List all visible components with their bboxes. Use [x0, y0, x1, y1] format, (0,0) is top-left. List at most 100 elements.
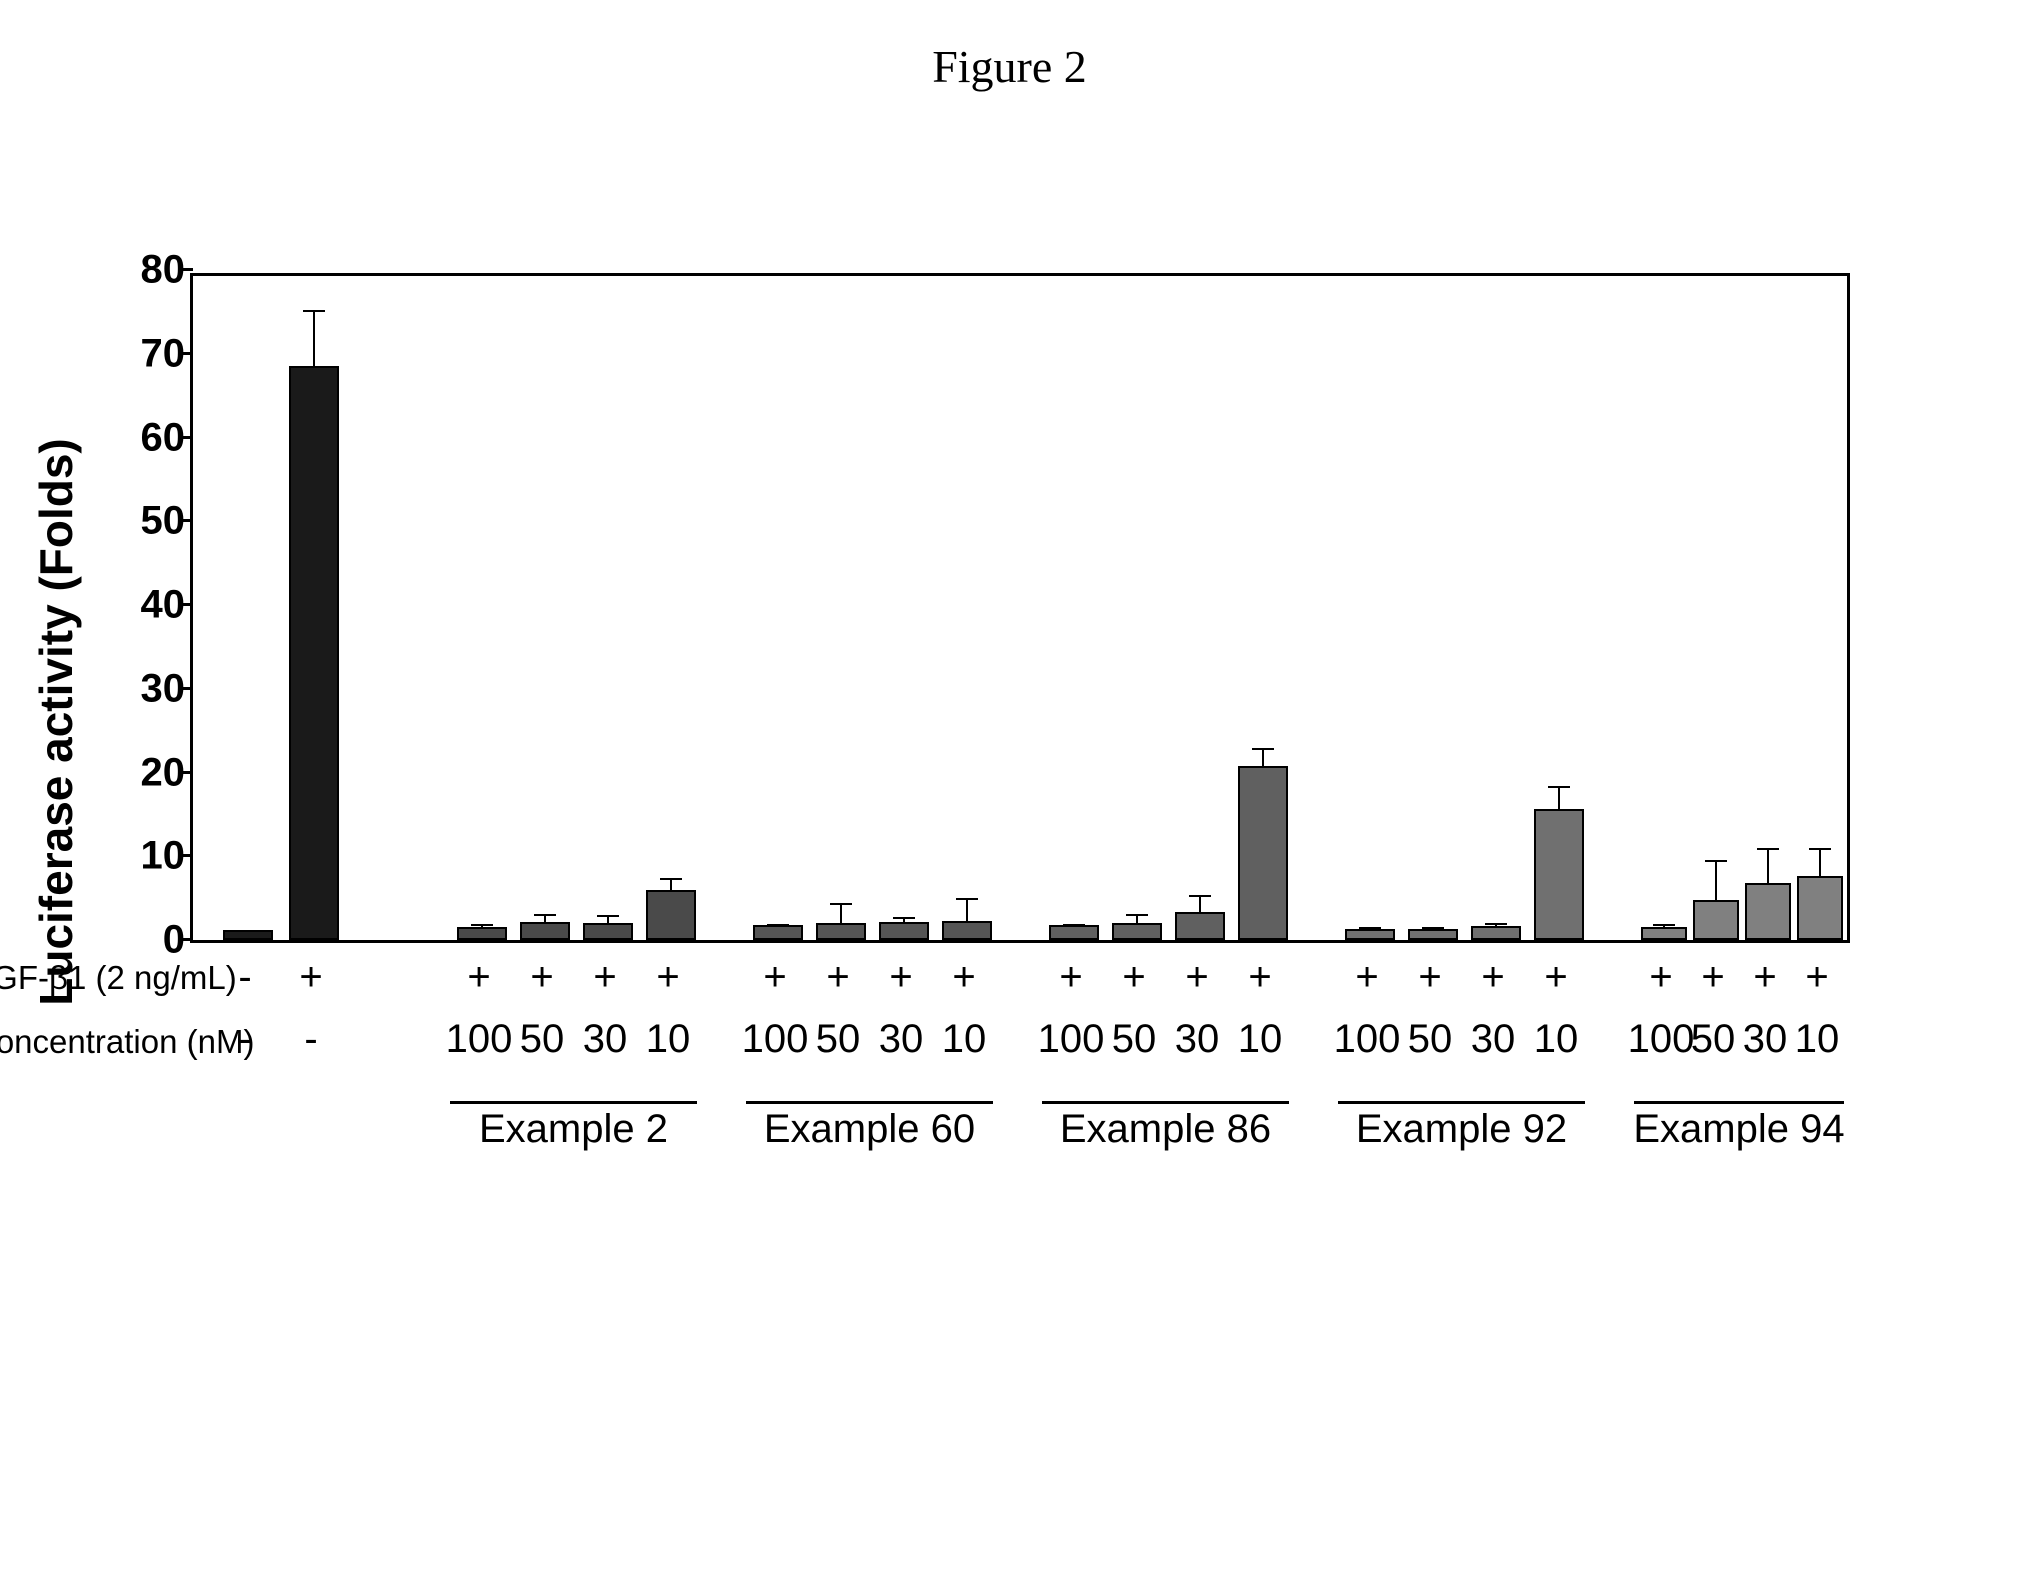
y-tick-label: 40 [113, 583, 185, 628]
tgf-cell: + [1637, 955, 1685, 1000]
tgf-cell: + [1532, 955, 1580, 1000]
y-axis-label: Luciferase activity (Folds) [29, 438, 83, 1006]
conc-cell: 50 [1100, 1017, 1168, 1062]
tgf-cell: + [1343, 955, 1391, 1000]
error-cap [534, 914, 556, 916]
conc-cell: 10 [1783, 1017, 1851, 1062]
plot-area: 01020304050607080 [190, 273, 1850, 943]
tgf-cell: + [1047, 955, 1095, 1000]
conc-cell: 100 [1037, 1017, 1105, 1062]
error-bar [1073, 924, 1075, 927]
bar [457, 927, 507, 940]
error-cap [303, 310, 325, 312]
bar [879, 922, 929, 940]
tgf-cell: + [940, 955, 988, 1000]
conc-cell: 100 [1333, 1017, 1401, 1062]
conc-cell: 10 [1226, 1017, 1294, 1062]
y-tick-mark [179, 603, 193, 606]
conc-cell: - [277, 1017, 345, 1062]
error-bar [1262, 748, 1264, 768]
tgf-cell: + [644, 955, 692, 1000]
conc-cell: 30 [1459, 1017, 1527, 1062]
bar [223, 930, 273, 940]
y-tick-mark [179, 687, 193, 690]
y-tick-label: 80 [113, 248, 185, 293]
conc-cell: - [211, 1017, 279, 1062]
example-label: Example 60 [740, 1107, 999, 1152]
error-bar [1663, 924, 1665, 928]
bar [646, 890, 696, 940]
bar [1797, 876, 1843, 940]
example-underline [450, 1101, 697, 1104]
error-cap [1422, 927, 1444, 929]
y-tick-mark [179, 771, 193, 774]
bar [753, 925, 803, 940]
error-cap [1705, 860, 1727, 862]
y-tick-mark [179, 268, 193, 271]
conc-cell: 50 [1396, 1017, 1464, 1062]
error-cap [1809, 848, 1831, 850]
y-tick-label: 10 [113, 834, 185, 879]
y-tick-mark [179, 854, 193, 857]
tgf-cell: + [1406, 955, 1454, 1000]
example-underline [1042, 1101, 1289, 1104]
bar [1345, 929, 1395, 940]
tgf-cell: + [877, 955, 925, 1000]
y-tick-mark [179, 938, 193, 941]
y-tick-mark [179, 352, 193, 355]
error-cap [956, 898, 978, 900]
error-bar [1136, 914, 1138, 926]
example-label: Example 92 [1332, 1107, 1591, 1152]
y-tick-label: 60 [113, 415, 185, 460]
conc-cell: 30 [571, 1017, 639, 1062]
conc-cell: 10 [634, 1017, 702, 1062]
tgf-cell: + [455, 955, 503, 1000]
tgf-cell: + [814, 955, 862, 1000]
bar [1408, 929, 1458, 940]
error-cap [1252, 748, 1274, 750]
error-bar [1558, 786, 1560, 811]
conc-cell: 30 [867, 1017, 935, 1062]
tgf-cell: + [581, 955, 629, 1000]
error-cap [1485, 923, 1507, 925]
bar-chart: Luciferase activity (Folds) 010203040506… [190, 273, 1979, 1171]
tgf-cell: + [751, 955, 799, 1000]
conc-cell: 10 [930, 1017, 998, 1062]
error-bar [313, 310, 315, 369]
error-cap [1189, 895, 1211, 897]
error-bar [607, 915, 609, 925]
error-bar [670, 878, 672, 891]
bar [1238, 766, 1288, 940]
tgf-cell: + [1793, 955, 1841, 1000]
tgf-cell: + [1689, 955, 1737, 1000]
error-bar [1199, 895, 1201, 913]
bar [520, 922, 570, 940]
tgf-cell: + [518, 955, 566, 1000]
error-cap [767, 924, 789, 926]
y-tick-label: 30 [113, 666, 185, 711]
y-tick-label: 0 [113, 918, 185, 963]
error-cap [1063, 924, 1085, 926]
error-bar [903, 917, 905, 924]
tgf-cell: + [1469, 955, 1517, 1000]
error-bar [840, 903, 842, 925]
error-bar [1715, 860, 1717, 902]
tgf-cell: - [221, 955, 269, 1000]
bar [1049, 925, 1099, 940]
figure-title: Figure 2 [40, 40, 1979, 93]
error-bar [481, 924, 483, 928]
error-cap [1548, 786, 1570, 788]
error-bar [1767, 848, 1769, 885]
example-label: Example 2 [444, 1107, 703, 1152]
tgf-row-label: TGF-β1 (2 ng/mL) [0, 959, 237, 997]
conc-cell: 100 [445, 1017, 513, 1062]
error-bar [777, 924, 779, 927]
bar [1641, 927, 1687, 940]
tgf-cell: + [1110, 955, 1158, 1000]
tgf-cell: + [1236, 955, 1284, 1000]
error-cap [830, 903, 852, 905]
error-cap [1653, 924, 1675, 926]
error-cap [471, 924, 493, 926]
example-label: Example 94 [1628, 1107, 1850, 1152]
error-cap [893, 917, 915, 919]
